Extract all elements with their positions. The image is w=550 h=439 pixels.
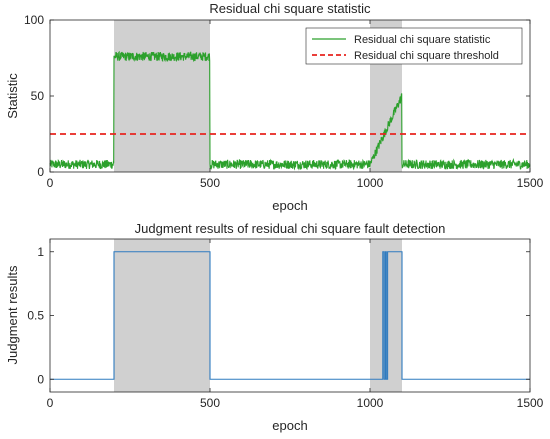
chart-statistic: Residual chi square statistic 0 500 1000 15… (5, 1, 544, 213)
chart1-plot-area (49, 50, 531, 171)
chart1-x-axis-label: epoch (272, 198, 307, 213)
chart1-title: Residual chi square statistic (209, 1, 371, 16)
x-tick-label: 500 (200, 396, 220, 410)
chart1-legend: Residual chi square statistic Residual c… (305, 27, 523, 65)
x-tick-label: 0 (47, 176, 54, 190)
series-line-judgment (50, 251, 530, 380)
y-tick-label: 0 (37, 165, 44, 179)
y-tick-label: 50 (31, 89, 45, 103)
y-tick-label: 1 (37, 245, 44, 259)
chart2-plot-area (50, 251, 530, 380)
chart2-fault-region (114, 239, 210, 392)
chart-judgment: Judgment results of residual chi square … (5, 221, 544, 433)
legend-box (305, 27, 523, 65)
chart1-ticks: 0 500 1000 1500 0 50 100 (24, 13, 544, 190)
x-tick-label: 500 (200, 176, 220, 190)
y-tick-label: 0 (37, 372, 44, 386)
chart1-fault-region (114, 20, 210, 172)
legend-label-statistic: Residual chi square statistic (354, 34, 491, 46)
chart2-ticks: 0 500 1000 1500 0 0.5 1 (27, 239, 544, 410)
x-tick-label: 1500 (517, 176, 544, 190)
y-tick-label: 0.5 (27, 309, 44, 323)
x-tick-label: 0 (47, 396, 54, 410)
x-tick-label: 1500 (517, 396, 544, 410)
chart1-y-axis-label: Statistic (5, 73, 20, 119)
chart2-x-axis-label: epoch (272, 418, 307, 433)
legend-label-threshold: Residual chi square threshold (354, 50, 499, 62)
y-tick-label: 100 (24, 13, 44, 27)
series-line-residual-chi-square-statistic (49, 50, 531, 171)
chart2-y-axis-label: Judgment results (5, 265, 20, 364)
chart2-title: Judgment results of residual chi square … (135, 221, 446, 236)
x-tick-label: 1000 (357, 176, 384, 190)
x-tick-label: 1000 (357, 396, 384, 410)
